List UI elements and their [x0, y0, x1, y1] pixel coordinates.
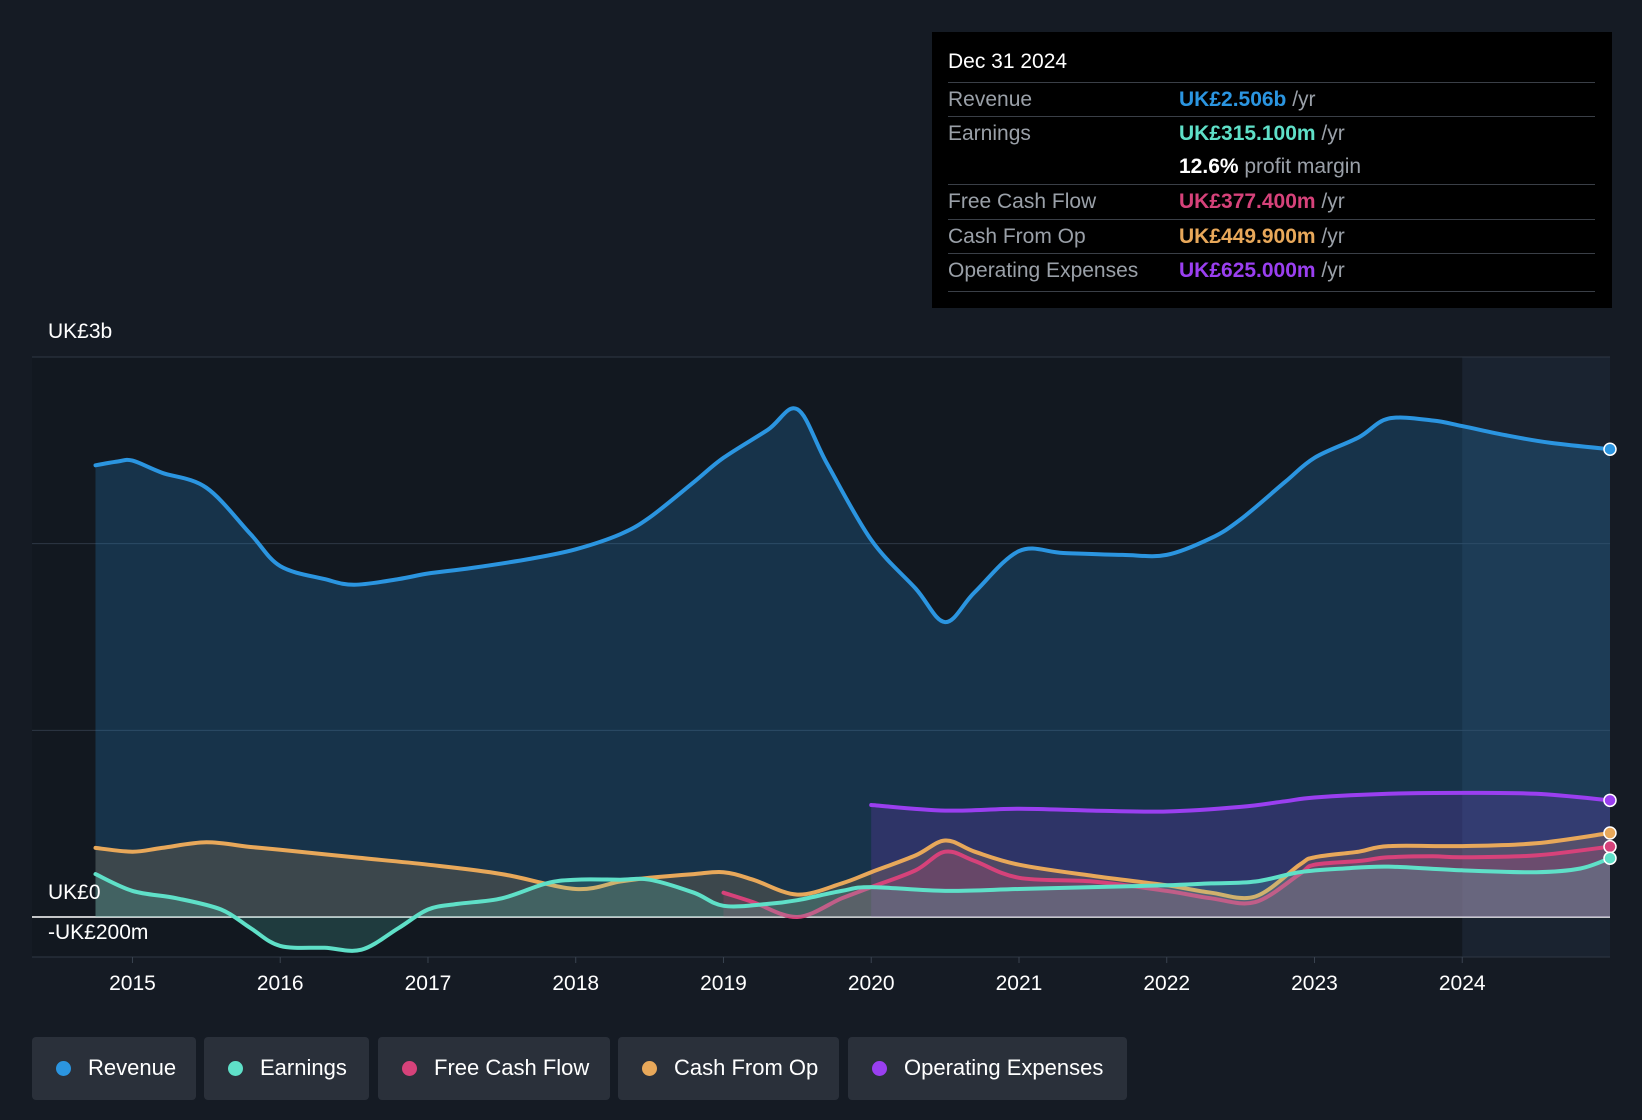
- x-tick-label: 2022: [1143, 972, 1190, 995]
- tooltip-row-opex: Operating Expenses UK£625.000m /yr: [948, 253, 1595, 287]
- plot-background: [32, 357, 1463, 957]
- tooltip-unit: profit margin: [1238, 155, 1362, 178]
- cash-from-op-area: [95, 833, 1610, 917]
- tooltip-label: Revenue: [948, 88, 1033, 111]
- tooltip-divider: [948, 291, 1595, 292]
- tooltip-label: Free Cash Flow: [948, 190, 1097, 213]
- tooltip-label: Earnings: [948, 122, 1031, 145]
- operating-expenses-line: [869, 790, 1612, 814]
- x-tick-label: 2019: [700, 972, 747, 995]
- legend-label: Free Cash Flow: [434, 1055, 590, 1080]
- earnings-line: [93, 856, 1612, 953]
- tooltip-row-margin: 12.6% profit margin: [948, 150, 1595, 183]
- tooltip-row-revenue: Revenue UK£2.506b /yr: [948, 82, 1595, 116]
- tooltip-value: UK£315.100m: [1179, 122, 1316, 145]
- tooltip-unit: /yr: [1315, 259, 1345, 282]
- legend-item-earnings[interactable]: Earnings: [204, 1037, 369, 1100]
- cash-from-op-endpoint: [1603, 826, 1617, 840]
- x-tick-label: 2017: [405, 972, 452, 995]
- legend-label: Revenue: [88, 1055, 177, 1080]
- y-label-zero: UK£0: [48, 881, 101, 904]
- x-tick-label: 2016: [257, 972, 304, 995]
- tooltip-date: Dec 31 2024: [948, 50, 1068, 73]
- legend-label: Operating Expenses: [904, 1055, 1104, 1080]
- legend-dot-icon: [56, 1061, 71, 1076]
- free-cash-flow-endpoint: [1603, 839, 1617, 854]
- operating-expenses-area: [871, 792, 1610, 917]
- tooltip-value: UK£449.900m: [1179, 225, 1316, 248]
- tooltip-row-cfo: Cash From Op UK£449.900m /yr: [948, 219, 1595, 253]
- free-cash-flow-area: [723, 846, 1610, 918]
- legend-label: Cash From Op: [674, 1055, 819, 1080]
- tooltip-row-earnings: Earnings UK£315.100m /yr: [948, 116, 1595, 150]
- y-label-bottom: -UK£200m: [48, 921, 149, 944]
- legend-dot-icon: [402, 1061, 417, 1076]
- earnings-area: [95, 858, 1610, 951]
- operating-expenses-endpoint: [1603, 793, 1617, 808]
- cash-from-op-line: [93, 831, 1612, 901]
- x-tick-label: 2018: [552, 972, 599, 995]
- x-tick-label: 2023: [1291, 972, 1338, 995]
- tooltip-panel: Dec 31 2024 Revenue UK£2.506b /yr Earnin…: [932, 32, 1612, 308]
- y-label-top: UK£3b: [48, 320, 113, 343]
- free-cash-flow-line: [721, 844, 1612, 920]
- x-tick-label: 2015: [109, 972, 156, 995]
- legend-dot-icon: [228, 1061, 243, 1076]
- revenue-endpoint: [1603, 442, 1617, 456]
- legend-dot-icon: [642, 1061, 657, 1076]
- tooltip-row-fcf: Free Cash Flow UK£377.400m /yr: [948, 184, 1595, 218]
- tooltip-label: Operating Expenses: [948, 259, 1139, 282]
- legend-item-revenue[interactable]: Revenue: [32, 1037, 196, 1100]
- legend-item-cash-from-op[interactable]: Cash From Op: [618, 1037, 839, 1100]
- tooltip-unit: /yr: [1315, 225, 1345, 248]
- tooltip-label: Cash From Op: [948, 225, 1086, 248]
- x-tick-label: 2024: [1439, 972, 1486, 995]
- legend-dot-icon: [872, 1061, 887, 1076]
- x-tick-label: 2020: [848, 972, 895, 995]
- tooltip-value: UK£377.400m: [1179, 190, 1316, 213]
- revenue-line: [93, 406, 1612, 625]
- tooltip-value: 12.6%: [1179, 155, 1239, 178]
- revenue-area: [95, 408, 1610, 917]
- legend-item-free-cash-flow[interactable]: Free Cash Flow: [378, 1037, 610, 1100]
- x-tick-label: 2021: [996, 972, 1043, 995]
- tooltip-unit: /yr: [1315, 190, 1345, 213]
- tooltip-value: UK£625.000m: [1179, 259, 1316, 282]
- tooltip-value: UK£2.506b: [1179, 88, 1287, 111]
- legend-item-operating-expenses[interactable]: Operating Expenses: [848, 1037, 1127, 1100]
- tooltip-unit: /yr: [1315, 122, 1345, 145]
- legend-label: Earnings: [260, 1055, 347, 1080]
- tooltip-unit: /yr: [1286, 88, 1316, 111]
- earnings-endpoint: [1603, 851, 1617, 865]
